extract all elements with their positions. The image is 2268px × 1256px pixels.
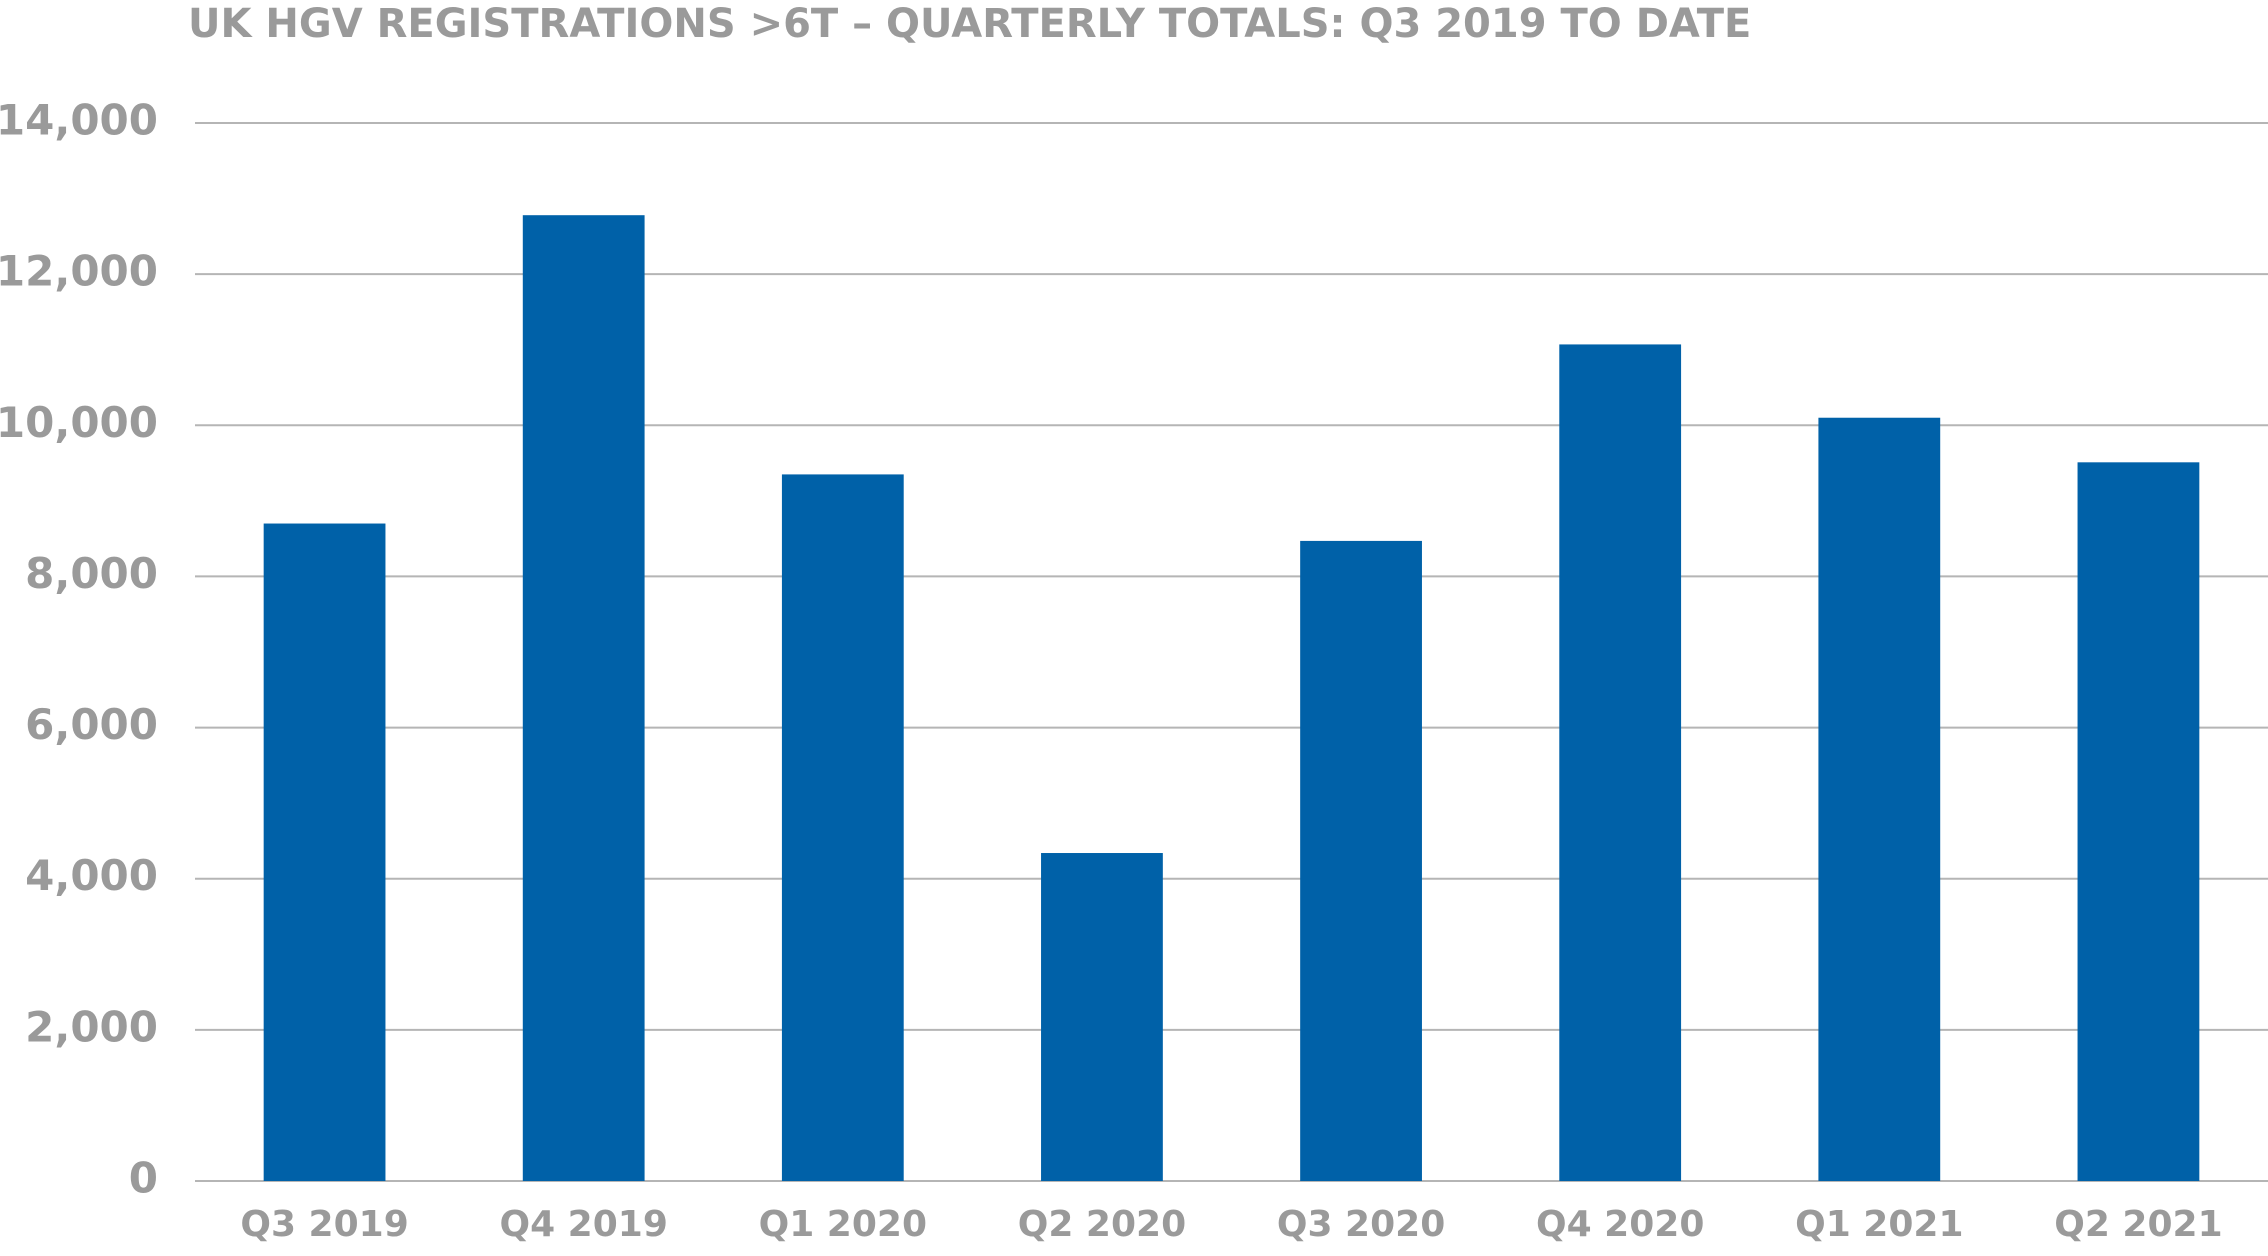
y-tick-label: 4,000 [25, 851, 158, 900]
x-tick-label: Q3 2020 [1277, 1204, 1445, 1245]
bar [1818, 417, 1941, 1181]
bar [263, 523, 386, 1181]
y-tick-label: 10,000 [0, 398, 158, 447]
y-tick-label: 12,000 [0, 247, 158, 296]
bar [522, 215, 645, 1181]
bar [2077, 462, 2200, 1182]
chart-title: UK HGV REGISTRATIONS >6T – QUARTERLY TOT… [188, 1, 1751, 47]
bar [1300, 540, 1422, 1181]
y-tick-label: 0 [129, 1154, 158, 1203]
y-tick-label: 2,000 [25, 1002, 158, 1051]
bar [1041, 853, 1163, 1181]
bar [1559, 344, 1682, 1181]
x-tick-label: Q2 2021 [2054, 1204, 2222, 1245]
y-tick-label: 8,000 [25, 549, 158, 598]
bar [781, 474, 904, 1182]
y-tick-label: 14,000 [0, 96, 158, 145]
x-tick-label: Q4 2020 [1536, 1204, 1704, 1245]
x-tick-label: Q1 2020 [759, 1204, 927, 1245]
x-tick-label: Q3 2019 [240, 1204, 408, 1245]
x-tick-label: Q1 2021 [1795, 1204, 1963, 1245]
y-tick-label: 6,000 [25, 700, 158, 749]
x-tick-label: Q2 2020 [1018, 1204, 1186, 1245]
x-tick-label: Q4 2019 [499, 1204, 667, 1245]
